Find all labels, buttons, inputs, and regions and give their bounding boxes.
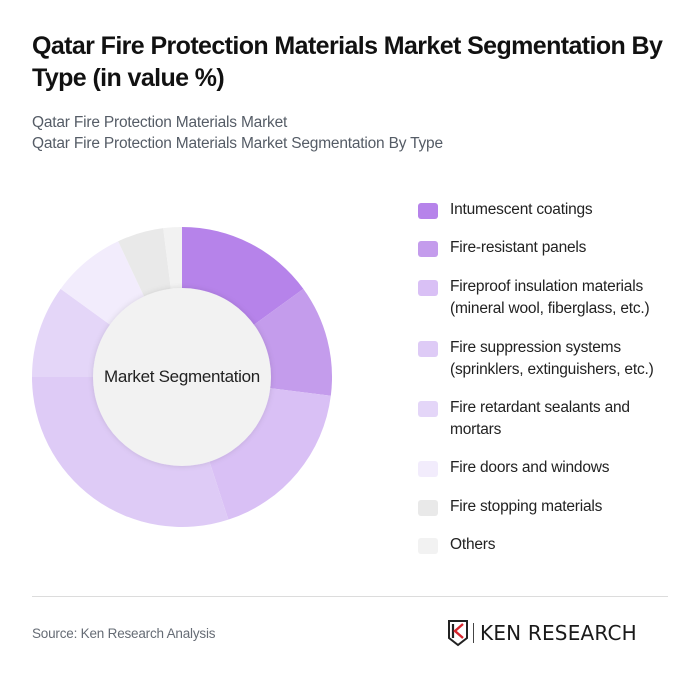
legend-item-fire-suppression-systems[interactable]: Fire suppression systems (sprinklers, ex… [418, 337, 680, 381]
legend-swatch [418, 241, 438, 257]
legend-label: Fire retardant sealants and mortars [450, 399, 630, 438]
donut-center [93, 288, 271, 466]
legend-item-intumescent-coatings[interactable]: Intumescent coatings [418, 199, 680, 221]
legend-swatch [418, 500, 438, 516]
legend-item-fire-resistant-panels[interactable]: Fire-resistant panels [418, 237, 680, 259]
ken-shield-icon [448, 620, 468, 647]
legend-swatch [418, 203, 438, 219]
legend-swatch [418, 461, 438, 477]
legend-item-fire-retardant-sealants[interactable]: Fire retardant sealants and mortars [418, 397, 680, 441]
logo-separator [473, 623, 474, 643]
logo-text: KEN RESEARCH [480, 621, 637, 645]
source-note: Source: Ken Research Analysis [32, 626, 216, 641]
subtitle-market: Qatar Fire Protection Materials Market [32, 114, 288, 131]
legend-label: Fire suppression systems (sprinklers, ex… [450, 339, 654, 378]
ken-research-logo: KEN RESEARCH [447, 619, 637, 647]
legend-label: Fire doors and windows [450, 459, 610, 476]
subtitle-segmentation: Qatar Fire Protection Materials Market S… [32, 135, 443, 152]
legend-item-fireproof-insulation[interactable]: Fireproof insulation materials (mineral … [418, 276, 680, 320]
legend-swatch [418, 280, 438, 296]
page-title: Qatar Fire Protection Materials Market S… [32, 32, 663, 92]
legend-label: Intumescent coatings [450, 201, 593, 218]
legend-item-fire-stopping-materials[interactable]: Fire stopping materials [418, 496, 680, 518]
legend-label: Fireproof insulation materials (mineral … [450, 278, 650, 317]
legend-label: Fire stopping materials [450, 498, 603, 515]
legend-item-others[interactable]: Others [418, 534, 680, 556]
legend-swatch [418, 341, 438, 357]
legend-item-fire-doors-windows[interactable]: Fire doors and windows [418, 457, 680, 479]
donut-chart: Market Segmentation [22, 217, 342, 537]
legend-label: Fire-resistant panels [450, 239, 587, 256]
legend-swatch [418, 538, 438, 554]
legend-swatch [418, 401, 438, 417]
footer-divider [32, 596, 668, 597]
donut-svg [32, 227, 332, 527]
subtitle: Qatar Fire Protection Materials Market Q… [32, 112, 672, 154]
legend-label: Others [450, 536, 496, 553]
